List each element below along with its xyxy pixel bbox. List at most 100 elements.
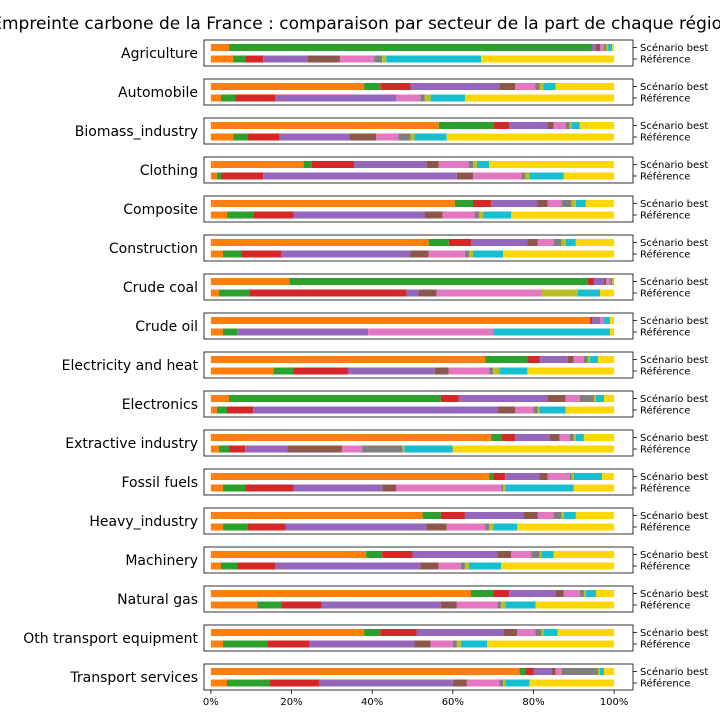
bar-segment-best xyxy=(464,512,524,519)
sector-label: Biomass_industry xyxy=(75,124,198,140)
bar-segment-reference xyxy=(210,562,221,570)
bar-segment-reference xyxy=(222,328,238,336)
bar-segment-best xyxy=(410,83,500,90)
bar-segment-best xyxy=(491,200,538,207)
bar-segment-reference xyxy=(398,133,411,141)
bar-segment-reference xyxy=(464,250,469,258)
row-label-reference: Référence xyxy=(640,288,690,300)
bar-segment-reference xyxy=(472,250,504,258)
row-label-best: Scénario best xyxy=(640,627,708,639)
sector-panels: Agriculture Scénario bestRéférenceAutomob… xyxy=(23,39,708,691)
bar-segment-best xyxy=(210,317,590,324)
panel-frame xyxy=(203,234,634,262)
bar-segment-reference xyxy=(245,445,288,453)
bar-segment-reference xyxy=(210,133,234,141)
bar-segment-reference xyxy=(233,55,246,63)
bar-segment-best xyxy=(470,590,494,597)
bar-segment-best xyxy=(565,122,570,129)
bar-segment-best xyxy=(583,356,588,363)
bar-segment-best xyxy=(602,473,615,480)
bar-segment-best xyxy=(438,122,494,129)
bar-segment-reference xyxy=(577,289,601,297)
bar-segment-best xyxy=(468,161,473,168)
bar-segment-best xyxy=(210,629,365,636)
bar-segment-best xyxy=(412,551,498,558)
bar-segment-best xyxy=(229,44,592,51)
panel-frame xyxy=(203,507,634,535)
bar-segment-best xyxy=(458,395,548,402)
sector-label: Heavy_industry xyxy=(89,514,198,530)
bar-segment-best xyxy=(575,434,584,441)
bar-segment-reference xyxy=(414,640,431,648)
bar-segment-best xyxy=(519,668,526,675)
bar-segment-best xyxy=(575,512,615,519)
bar-segment-best xyxy=(579,122,615,129)
bar-segment-best xyxy=(575,200,586,207)
bar-segment-reference xyxy=(414,133,447,141)
bar-segment-reference xyxy=(535,601,615,609)
bar-segment-reference xyxy=(222,250,242,258)
sector-panel: Extractive industry Scénario bestRéférenc… xyxy=(65,429,708,457)
sector-label: Oth transport equipment xyxy=(23,631,198,647)
bar-segment-best xyxy=(561,200,572,207)
sector-label: Crude oil xyxy=(135,319,198,335)
bar-segment-reference xyxy=(347,367,435,375)
sector-label: Agriculture xyxy=(121,46,198,62)
bar-segment-reference xyxy=(438,562,461,570)
panel-frame xyxy=(203,78,634,106)
bar-segment-reference xyxy=(501,562,615,570)
bar-segment-best xyxy=(547,473,570,480)
bar-segment-best xyxy=(470,239,528,246)
bar-segment-reference xyxy=(517,523,615,531)
sector-label: Clothing xyxy=(140,163,198,179)
bar-segment-best xyxy=(537,512,554,519)
bar-segment-reference xyxy=(210,523,223,531)
row-label-reference: Référence xyxy=(640,54,690,66)
bar-segment-best xyxy=(491,434,502,441)
bar-segment-reference xyxy=(396,94,421,102)
bar-segment-best xyxy=(454,200,473,207)
bar-segment-reference xyxy=(485,523,490,531)
bar-segment-best xyxy=(575,239,615,246)
row-label-best: Scénario best xyxy=(640,42,708,54)
bar-segment-best xyxy=(440,395,459,402)
bar-segment-reference xyxy=(319,679,453,687)
row-label-best: Scénario best xyxy=(640,237,708,249)
row-label-best: Scénario best xyxy=(640,588,708,600)
bar-segment-reference xyxy=(448,367,490,375)
bar-segment-best xyxy=(531,551,540,558)
bar-segment-best xyxy=(477,161,490,168)
bar-segment-reference xyxy=(452,679,467,687)
bar-segment-reference xyxy=(420,562,439,570)
bar-segment-best xyxy=(527,239,538,246)
bar-segment-reference xyxy=(269,679,320,687)
bar-segment-best xyxy=(557,629,615,636)
bar-segment-reference xyxy=(362,445,403,453)
bar-segment-reference xyxy=(287,445,342,453)
bar-segment-best xyxy=(210,551,367,558)
bar-segment-best xyxy=(561,512,564,519)
bar-segment-best xyxy=(579,395,594,402)
bar-segment-reference xyxy=(497,406,516,414)
row-label-reference: Référence xyxy=(640,132,690,144)
bar-segment-best xyxy=(583,434,615,441)
bar-segment-reference xyxy=(493,523,518,531)
bar-segment-best xyxy=(551,668,556,675)
bar-segment-best xyxy=(573,473,603,480)
sector-label: Automobile xyxy=(118,85,198,101)
row-label-best: Scénario best xyxy=(640,432,708,444)
bar-segment-best xyxy=(364,629,381,636)
bar-segment-best xyxy=(606,278,611,285)
bar-segment-best xyxy=(472,200,492,207)
bar-segment-best xyxy=(539,551,542,558)
bar-segment-reference xyxy=(210,55,234,63)
sector-label: Machinery xyxy=(125,553,198,569)
bar-segment-best xyxy=(210,83,365,90)
bar-segment-reference xyxy=(464,94,615,102)
bar-segment-best xyxy=(210,278,290,285)
bar-segment-best xyxy=(515,434,550,441)
bar-segment-reference xyxy=(600,289,615,297)
bar-segment-best xyxy=(606,44,609,51)
